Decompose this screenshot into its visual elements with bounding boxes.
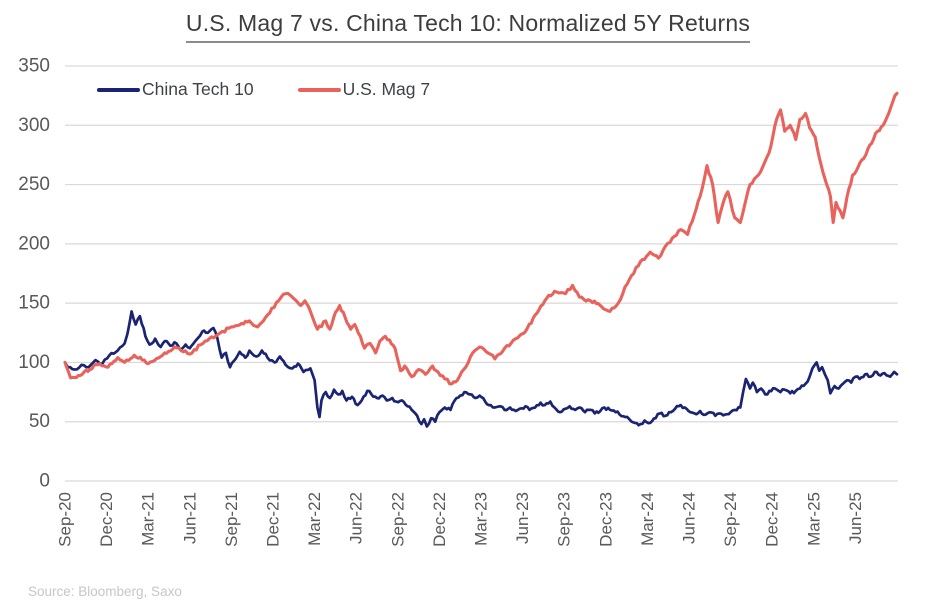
- title-wrap: U.S. Mag 7 vs. China Tech 10: Normalized…: [0, 10, 936, 43]
- x-tick-label-Dec-22: Dec-22: [430, 492, 449, 547]
- y-axis-labels: 0 50 100 150 200 250 300 350: [18, 56, 50, 492]
- x-tick-label-Dec-20: Dec-20: [97, 492, 116, 547]
- y-tick-label-150: 150: [18, 293, 50, 314]
- y-tick-label-50: 50: [29, 411, 50, 432]
- x-tick-label-Jun-23: Jun-23: [513, 492, 532, 544]
- x-tick-label-Jun-22: Jun-22: [347, 492, 366, 544]
- x-axis-labels: Sep-20 Dec-20 Mar-21 Jun-21 Sep-21 Dec-21 Mar-…: [56, 492, 865, 547]
- x-tick-label-Sep-22: Sep-22: [388, 492, 407, 547]
- y-tick-label-350: 350: [18, 56, 50, 77]
- x-tick-label-Mar-23: Mar-23: [472, 492, 491, 546]
- x-tick-label-Jun-25: Jun-25: [846, 492, 865, 544]
- y-tick-label-0: 0: [39, 471, 50, 492]
- x-tick-label-Sep-20: Sep-20: [56, 492, 75, 547]
- x-tick-label-Dec-21: Dec-21: [264, 492, 283, 547]
- x-tick-label-Dec-23: Dec-23: [596, 492, 615, 547]
- x-tick-label-Sep-23: Sep-23: [555, 492, 574, 547]
- x-tick-label-Mar-21: Mar-21: [139, 492, 158, 546]
- legend-item-us-mag-7: U.S. Mag 7: [297, 79, 431, 100]
- y-tick-label-200: 200: [18, 233, 50, 254]
- legend: China Tech 10 U.S. Mag 7: [97, 79, 430, 100]
- x-tick-label-Jun-21: Jun-21: [180, 492, 199, 544]
- x-tick-label-Dec-24: Dec-24: [763, 492, 782, 547]
- source-note: Source: Bloomberg, Saxo: [28, 584, 182, 599]
- series-line-u-s-mag-7: [63, 91, 899, 386]
- legend-label-us: U.S. Mag 7: [342, 79, 431, 99]
- y-tick-label-300: 300: [18, 115, 50, 136]
- x-tick-label-Sep-24: Sep-24: [721, 492, 740, 547]
- y-tick-label-250: 250: [18, 174, 50, 195]
- x-tick-label-Jun-24: Jun-24: [680, 492, 699, 544]
- gridlines: [65, 65, 898, 482]
- legend-item-china-tech-10: China Tech 10: [97, 79, 254, 100]
- legend-label-china: China Tech 10: [142, 79, 254, 99]
- legend-line-swatch-us: [297, 87, 341, 92]
- x-tick-label-Sep-21: Sep-21: [222, 492, 241, 547]
- y-tick-label-100: 100: [18, 352, 50, 373]
- legend-line-swatch-china: [97, 87, 140, 92]
- x-tick-label-Mar-24: Mar-24: [638, 492, 657, 546]
- chart-title: U.S. Mag 7 vs. China Tech 10: Normalized…: [185, 10, 751, 43]
- x-tick-label-Mar-22: Mar-22: [305, 492, 324, 546]
- series-lines: [63, 91, 899, 428]
- series-line-china-tech-10: [63, 310, 899, 428]
- x-tick-label-Mar-25: Mar-25: [804, 492, 823, 546]
